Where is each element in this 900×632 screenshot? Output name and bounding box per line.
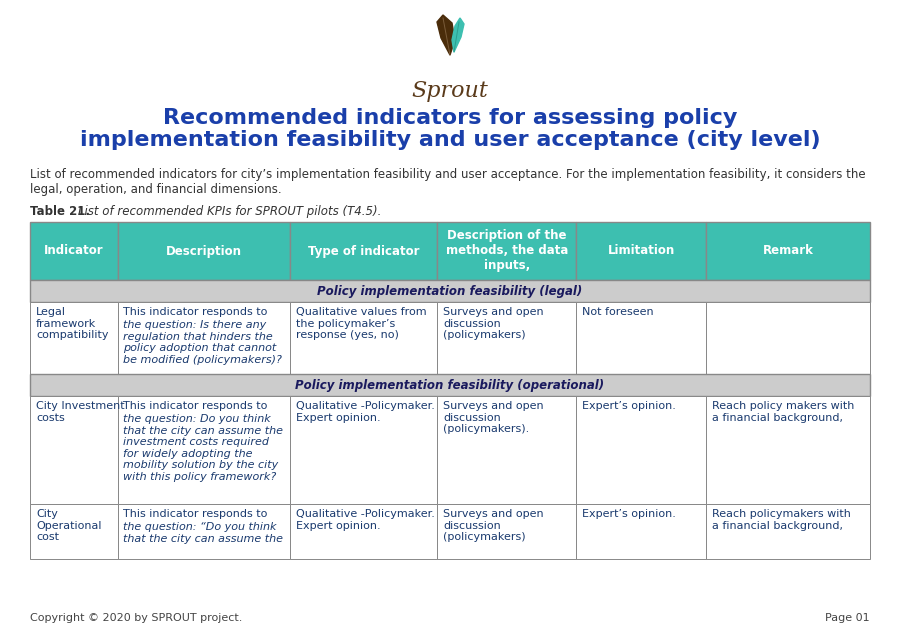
Text: Legal
framework
compatibility: Legal framework compatibility	[36, 307, 109, 340]
Bar	[30, 504, 118, 559]
Text: implementation feasibility and user acceptance (city level): implementation feasibility and user acce…	[80, 130, 820, 150]
Bar	[30, 280, 870, 302]
Bar	[30, 396, 118, 504]
Text: Expert’s opinion.: Expert’s opinion.	[582, 509, 676, 519]
Text: Page 01: Page 01	[825, 613, 870, 623]
Bar	[118, 396, 291, 504]
Bar	[437, 222, 576, 280]
Bar	[576, 396, 706, 504]
Text: Copyright © 2020 by SPROUT project.: Copyright © 2020 by SPROUT project.	[30, 613, 242, 623]
Bar	[291, 222, 437, 280]
Text: Expert’s opinion.: Expert’s opinion.	[582, 401, 676, 411]
Bar	[291, 396, 437, 504]
Bar	[576, 302, 706, 374]
Text: Reach policy makers with
a financial background,: Reach policy makers with a financial bac…	[712, 401, 855, 423]
Bar	[30, 302, 118, 374]
Text: Surveys and open
discussion
(policymakers).: Surveys and open discussion (policymaker…	[444, 401, 544, 434]
Text: Surveys and open
discussion
(policymakers): Surveys and open discussion (policymaker…	[444, 509, 544, 542]
Bar	[118, 222, 291, 280]
Text: List of recommended indicators for city’s implementation feasibility and user ac: List of recommended indicators for city’…	[30, 168, 866, 196]
Text: List of recommended KPIs for SPROUT pilots (T4.5).: List of recommended KPIs for SPROUT pilo…	[78, 205, 382, 218]
Text: Sprout: Sprout	[411, 80, 489, 102]
Polygon shape	[437, 15, 455, 55]
Bar	[706, 222, 870, 280]
Bar	[118, 504, 291, 559]
Text: Description of the
methods, the data
inputs,: Description of the methods, the data inp…	[446, 229, 568, 272]
Bar	[437, 504, 576, 559]
Text: Table 21.: Table 21.	[30, 205, 94, 218]
Text: This indicator responds to: This indicator responds to	[123, 307, 267, 317]
Text: Reach policymakers with
a financial background,: Reach policymakers with a financial back…	[712, 509, 851, 531]
Text: This indicator responds to: This indicator responds to	[123, 509, 267, 519]
Text: Policy implementation feasibility (legal): Policy implementation feasibility (legal…	[318, 284, 582, 298]
Text: the question: “Do you think
that the city can assume the: the question: “Do you think that the cit…	[123, 522, 284, 544]
Text: City
Operational
cost: City Operational cost	[36, 509, 102, 542]
Text: Not foreseen: Not foreseen	[582, 307, 653, 317]
Text: Recommended indicators for assessing policy: Recommended indicators for assessing pol…	[163, 108, 737, 128]
Text: Qualitative values from
the policymaker’s
response (yes, no): Qualitative values from the policymaker’…	[296, 307, 427, 340]
Text: Surveys and open
discussion
(policymakers): Surveys and open discussion (policymaker…	[444, 307, 544, 340]
Text: Remark: Remark	[762, 245, 814, 257]
Text: Limitation: Limitation	[608, 245, 675, 257]
Text: Qualitative -Policymaker.
Expert opinion.: Qualitative -Policymaker. Expert opinion…	[296, 401, 436, 423]
Bar	[706, 302, 870, 374]
Bar	[291, 302, 437, 374]
Bar	[706, 504, 870, 559]
Bar	[118, 302, 291, 374]
Bar	[437, 396, 576, 504]
Text: Qualitative -Policymaker.
Expert opinion.: Qualitative -Policymaker. Expert opinion…	[296, 509, 436, 531]
Text: This indicator responds to: This indicator responds to	[123, 401, 267, 411]
Bar	[576, 222, 706, 280]
Text: Description: Description	[166, 245, 242, 257]
Bar	[706, 396, 870, 504]
Text: the question: Is there any
regulation that hinders the
policy adoption that cann: the question: Is there any regulation th…	[123, 320, 282, 365]
Bar	[576, 504, 706, 559]
Text: Indicator: Indicator	[44, 245, 104, 257]
Bar	[437, 302, 576, 374]
Text: Type of indicator: Type of indicator	[308, 245, 419, 257]
Text: City Investment
costs: City Investment costs	[36, 401, 124, 423]
Text: the question: Do you think
that the city can assume the
investment costs require: the question: Do you think that the city…	[123, 414, 284, 482]
Bar	[30, 374, 870, 396]
Polygon shape	[452, 18, 464, 52]
Bar	[30, 222, 118, 280]
Bar	[291, 504, 437, 559]
Text: Policy implementation feasibility (operational): Policy implementation feasibility (opera…	[295, 379, 605, 391]
